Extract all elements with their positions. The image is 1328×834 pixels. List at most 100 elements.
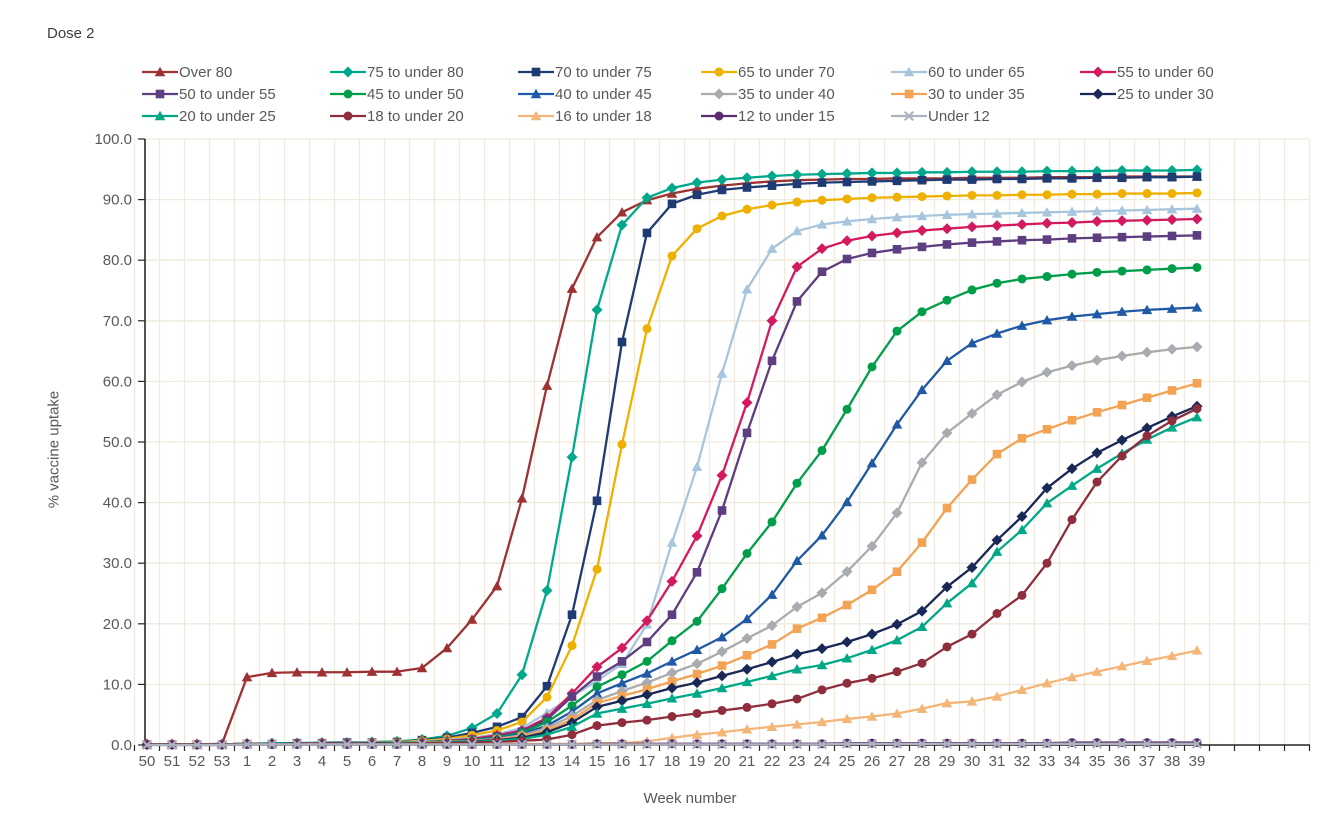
y-tick-label: 90.0 — [103, 192, 132, 209]
x-axis-title: Week number — [643, 790, 737, 807]
x-tick-label: 39 — [1189, 753, 1206, 770]
legend-marker-icon — [518, 110, 554, 121]
x-tick-label: 9 — [443, 753, 451, 770]
x-tick-label: 8 — [418, 753, 426, 770]
series-line — [147, 217, 1198, 746]
x-tick-label: 25 — [839, 753, 856, 770]
x-tick-label: 14 — [564, 753, 581, 770]
x-tick-label: 10 — [464, 753, 481, 770]
x-tick-label: 50 — [139, 753, 156, 770]
legend-label: Over 80 — [179, 63, 233, 81]
legend-label: 20 to under 25 — [179, 107, 276, 125]
legend-item-12-to-under-15: 12 to under 15 — [701, 107, 835, 125]
legend-item-50-to-under-55: 50 to under 55 — [142, 85, 276, 103]
legend-label: 55 to under 60 — [1117, 63, 1214, 81]
legend-item-under-12: Under 12 — [891, 107, 990, 125]
x-tick-label: 36 — [1114, 753, 1131, 770]
x-tick-label: 30 — [964, 753, 981, 770]
x-tick-label: 28 — [914, 753, 931, 770]
legend-label: 30 to under 35 — [928, 85, 1025, 103]
x-tick-label: 33 — [1039, 753, 1056, 770]
x-tick-label: 7 — [393, 753, 401, 770]
x-tick-label: 2 — [268, 753, 276, 770]
legend-label: 75 to under 80 — [367, 63, 464, 81]
x-tick-label: 20 — [714, 753, 731, 770]
legend-label: 40 to under 45 — [555, 85, 652, 103]
x-tick-label: 18 — [664, 753, 681, 770]
legend-item-30-to-under-35: 30 to under 35 — [891, 85, 1025, 103]
legend-label: 65 to under 70 — [738, 63, 835, 81]
x-tick-label: 38 — [1164, 753, 1181, 770]
legend-item-over-80: Over 80 — [142, 63, 233, 81]
x-tick-label: 53 — [214, 753, 231, 770]
x-tick-label: 3 — [293, 753, 301, 770]
y-tick-label: 40.0 — [103, 495, 132, 512]
x-tick-label: 31 — [989, 753, 1006, 770]
x-tick-label: 23 — [789, 753, 806, 770]
x-tick-label: 1 — [243, 753, 251, 770]
legend-label: 18 to under 20 — [367, 107, 464, 125]
legend-item-18-to-under-20: 18 to under 20 — [330, 107, 464, 125]
legend-marker-icon — [1080, 66, 1116, 78]
x-tick-label: 35 — [1089, 753, 1106, 770]
legend-marker-icon — [701, 111, 737, 121]
x-tick-label: 15 — [589, 753, 606, 770]
x-tick-label: 11 — [489, 753, 505, 770]
x-tick-label: 19 — [689, 753, 706, 770]
y-tick-label: 30.0 — [103, 555, 132, 572]
legend-item-75-to-under-80: 75 to under 80 — [330, 63, 464, 81]
legend-label: 50 to under 55 — [179, 85, 276, 103]
legend-marker-icon — [142, 110, 178, 121]
legend-item-65-to-under-70: 65 to under 70 — [701, 63, 835, 81]
x-tick-label: 24 — [814, 753, 831, 770]
x-tick-label: 27 — [889, 753, 906, 770]
x-tick-label: 52 — [189, 753, 206, 770]
legend-label: 12 to under 15 — [738, 107, 835, 125]
legend-marker-icon — [891, 110, 927, 122]
legend-marker-icon — [142, 66, 178, 77]
y-tick-label: 100.0 — [94, 131, 132, 148]
y-tick-label: 80.0 — [103, 252, 132, 269]
x-tick-label: 16 — [614, 753, 631, 770]
legend-item-60-to-under-65: 60 to under 65 — [891, 63, 1025, 81]
x-tick-label: 37 — [1139, 753, 1156, 770]
legend-marker-icon — [330, 89, 366, 99]
x-tick-label: 5 — [343, 753, 351, 770]
y-tick-label: 20.0 — [103, 616, 132, 633]
legend-label: Under 12 — [928, 107, 990, 125]
legend-marker-icon — [330, 66, 366, 78]
y-tick-label: 70.0 — [103, 313, 132, 330]
x-tick-label: 34 — [1064, 753, 1081, 770]
legend-label: 25 to under 30 — [1117, 85, 1214, 103]
y-tick-label: 0.0 — [111, 737, 132, 754]
x-tick-label: 17 — [639, 753, 656, 770]
x-tick-label: 22 — [764, 753, 781, 770]
legend-item-40-to-under-45: 40 to under 45 — [518, 85, 652, 103]
legend-label: 60 to under 65 — [928, 63, 1025, 81]
x-tick-label: 12 — [514, 753, 531, 770]
legend-marker-icon — [142, 89, 178, 99]
x-tick-label: 32 — [1014, 753, 1031, 770]
legend-marker-icon — [891, 89, 927, 99]
y-tick-label: 60.0 — [103, 373, 132, 390]
x-tick-label: 51 — [164, 753, 181, 770]
x-tick-label: 29 — [939, 753, 956, 770]
x-tick-label: 26 — [864, 753, 881, 770]
legend-item-45-to-under-50: 45 to under 50 — [330, 86, 464, 103]
legend-marker-icon — [701, 67, 737, 77]
axes — [133, 138, 1311, 751]
legend-item-55-to-under-60: 55 to under 60 — [1080, 63, 1214, 81]
x-tick-label: 6 — [368, 753, 376, 770]
legend-marker-icon — [518, 88, 554, 99]
legend-marker-icon — [701, 88, 737, 100]
x-tick-label: 21 — [739, 753, 756, 770]
legend-item-16-to-under-18: 16 to under 18 — [518, 108, 652, 125]
x-tick-label: 13 — [539, 753, 556, 770]
legend-item-25-to-under-30: 25 to under 30 — [1080, 85, 1214, 103]
legend-label: 35 to under 40 — [738, 85, 835, 103]
legend-label: 70 to under 75 — [555, 63, 652, 81]
x-tick-label: 4 — [318, 753, 326, 770]
y-tick-label: 10.0 — [103, 676, 132, 693]
legend-item-20-to-under-25: 20 to under 25 — [142, 107, 276, 125]
